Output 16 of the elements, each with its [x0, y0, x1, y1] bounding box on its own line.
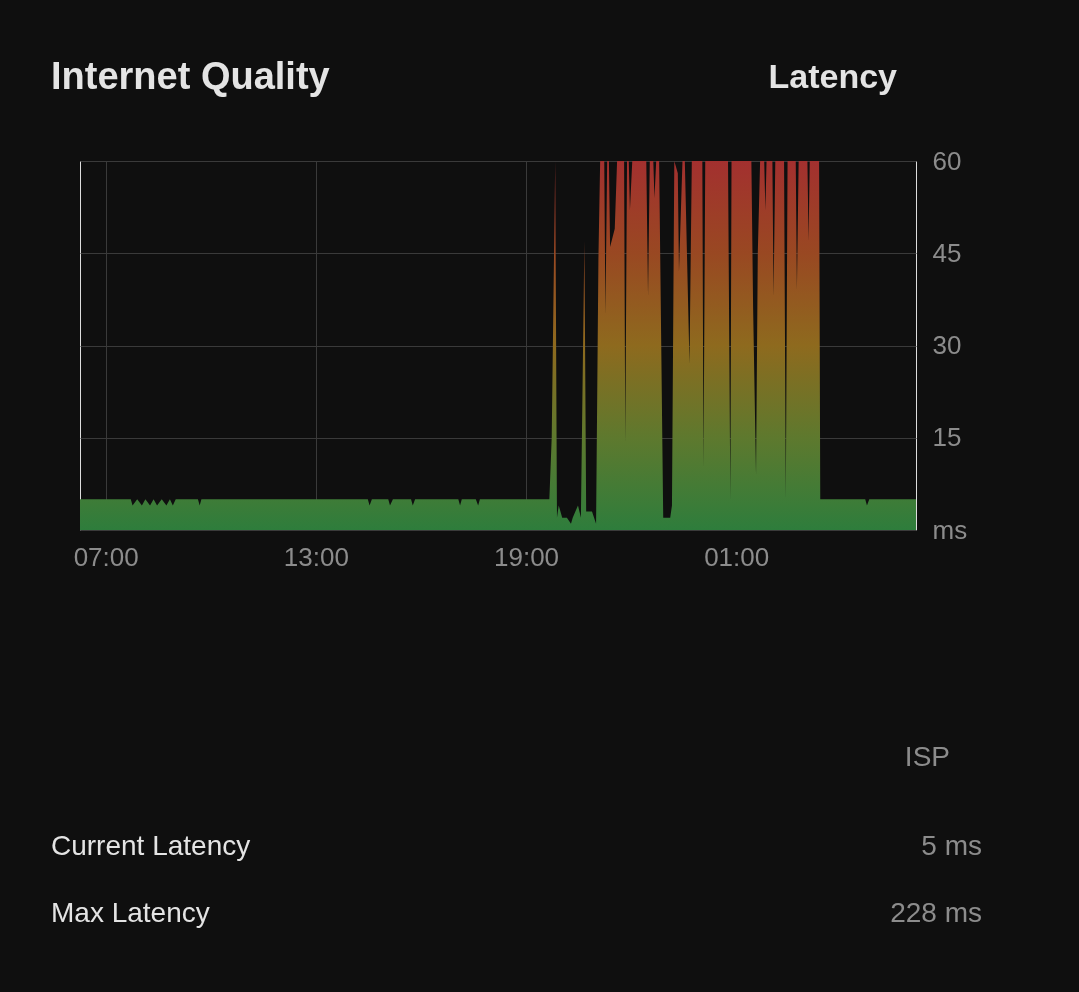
y-tick-label: 30 [932, 330, 962, 360]
x-tick-label: 01:00 [704, 541, 770, 572]
text: 228 ms [890, 897, 982, 928]
y-tick-label: 15 [932, 422, 962, 453]
text: Current Latency [51, 830, 251, 861]
text: Max Latency [51, 897, 210, 928]
y-tick-label: 60 [932, 145, 962, 176]
x-tick-label: 07:00 [73, 541, 139, 572]
x-tick-label: 13:00 [283, 541, 349, 572]
text: Latency [768, 57, 898, 95]
y-tick-label: ms [932, 514, 968, 545]
text: ISP [904, 741, 950, 772]
x-tick-label: 19:00 [493, 541, 560, 572]
y-tick-label: 45 [932, 237, 962, 268]
text: 5 ms [921, 830, 982, 861]
chart-title: Internet Quality [51, 55, 330, 97]
